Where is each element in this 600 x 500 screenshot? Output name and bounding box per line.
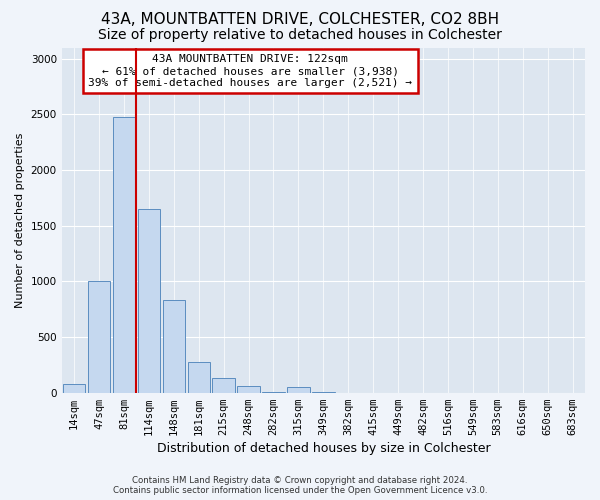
Text: Size of property relative to detached houses in Colchester: Size of property relative to detached ho… [98, 28, 502, 42]
Bar [287, 387, 310, 392]
Text: 43A MOUNTBATTEN DRIVE: 122sqm
← 61% of detached houses are smaller (3,938)
39% o: 43A MOUNTBATTEN DRIVE: 122sqm ← 61% of d… [88, 54, 412, 88]
Y-axis label: Number of detached properties: Number of detached properties [15, 132, 25, 308]
Bar [188, 362, 210, 392]
Bar [238, 386, 260, 392]
Bar [163, 300, 185, 392]
Bar [212, 378, 235, 392]
Text: 43A, MOUNTBATTEN DRIVE, COLCHESTER, CO2 8BH: 43A, MOUNTBATTEN DRIVE, COLCHESTER, CO2 … [101, 12, 499, 28]
X-axis label: Distribution of detached houses by size in Colchester: Distribution of detached houses by size … [157, 442, 490, 455]
Bar [88, 282, 110, 393]
Bar [137, 209, 160, 392]
Bar [63, 384, 85, 392]
Text: Contains HM Land Registry data © Crown copyright and database right 2024.
Contai: Contains HM Land Registry data © Crown c… [113, 476, 487, 495]
Bar [113, 116, 135, 392]
